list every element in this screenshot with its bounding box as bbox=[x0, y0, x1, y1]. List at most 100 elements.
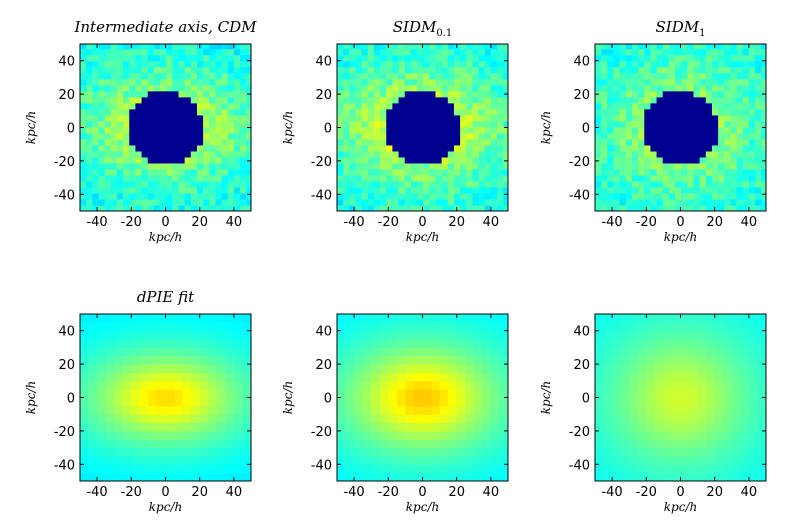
heatmap-cell bbox=[478, 96, 486, 104]
heatmap-cell bbox=[748, 464, 759, 474]
heatmap-cell bbox=[663, 397, 673, 407]
heatmap-cell bbox=[203, 108, 210, 116]
heatmap-cell bbox=[184, 114, 192, 122]
heatmap-cell bbox=[178, 168, 186, 176]
heatmap-cell bbox=[97, 355, 107, 365]
heatmap-cell bbox=[612, 422, 622, 432]
heatmap-cell bbox=[730, 174, 738, 182]
heatmap-cell bbox=[417, 78, 424, 86]
heatmap-cell bbox=[472, 120, 480, 128]
heatmap-cell bbox=[711, 90, 719, 98]
heatmap-cell bbox=[116, 78, 124, 86]
heatmap-cell bbox=[687, 102, 695, 110]
heatmap-cell bbox=[460, 132, 467, 140]
heatmap-cell bbox=[131, 455, 141, 465]
heatmap-cell bbox=[410, 72, 418, 80]
heatmap-cell bbox=[141, 180, 149, 188]
heatmap-cell bbox=[410, 114, 418, 122]
heatmap-cell bbox=[456, 422, 466, 432]
heatmap-cell bbox=[503, 114, 508, 122]
heatmap-image bbox=[337, 44, 508, 211]
heatmap-cell bbox=[687, 174, 695, 182]
heatmap-cell bbox=[380, 126, 387, 134]
heatmap-cell bbox=[490, 60, 498, 68]
heatmap-cell bbox=[392, 44, 400, 50]
heatmap-cell bbox=[460, 126, 467, 134]
heatmap-cell bbox=[199, 447, 209, 457]
heatmap-cell bbox=[607, 90, 615, 98]
heatmap-cell bbox=[148, 380, 158, 390]
heatmap-cell bbox=[97, 322, 107, 332]
heatmap-cell bbox=[337, 66, 344, 74]
heatmap-cell bbox=[92, 150, 100, 158]
heatmap-cell bbox=[404, 60, 412, 68]
heatmap-cell bbox=[367, 48, 375, 56]
heatmap-cell bbox=[367, 44, 375, 50]
heatmap-cell bbox=[386, 90, 394, 98]
heatmap-cell bbox=[216, 322, 226, 332]
heatmap-cell bbox=[619, 168, 627, 176]
heatmap-cell bbox=[191, 464, 201, 474]
heatmap-cell bbox=[203, 162, 210, 170]
heatmap-cell bbox=[705, 96, 713, 104]
heatmap-cell bbox=[740, 314, 750, 323]
heatmap-cell bbox=[473, 430, 483, 440]
heatmap-cell bbox=[242, 414, 251, 424]
heatmap-cell bbox=[199, 414, 209, 424]
heatmap-cell bbox=[619, 78, 627, 86]
heatmap-cell bbox=[755, 198, 762, 206]
heatmap-cell bbox=[233, 430, 244, 440]
heatmap-cell bbox=[417, 96, 424, 104]
heatmap-cell bbox=[646, 430, 656, 440]
heatmap-cell bbox=[246, 54, 251, 62]
heatmap-cell bbox=[699, 174, 707, 182]
heatmap-cell bbox=[423, 102, 430, 110]
heatmap-cell bbox=[86, 168, 93, 176]
heatmap-cell bbox=[723, 422, 733, 432]
heatmap-cell bbox=[190, 84, 198, 92]
heatmap-cell bbox=[693, 72, 701, 80]
heatmap-cell bbox=[337, 96, 344, 104]
heatmap-cell bbox=[460, 114, 467, 122]
heatmap-cell bbox=[404, 96, 412, 104]
heatmap-cell bbox=[209, 66, 217, 74]
heatmap-cell bbox=[693, 180, 701, 188]
heatmap-cell bbox=[379, 464, 389, 474]
heatmap-cell bbox=[216, 422, 226, 432]
heatmap-cell bbox=[116, 198, 124, 206]
heatmap-cell bbox=[755, 108, 762, 116]
heatmap-cell bbox=[439, 472, 449, 481]
heatmap-cell bbox=[135, 60, 143, 68]
heatmap-cell bbox=[139, 414, 149, 424]
heatmap-cell bbox=[631, 174, 639, 182]
heatmap-cell bbox=[637, 380, 647, 390]
heatmap-cell bbox=[478, 186, 486, 194]
heatmap-cell bbox=[148, 422, 158, 432]
heatmap-cell bbox=[650, 48, 658, 56]
y-tick-label: 0 bbox=[324, 392, 332, 407]
heatmap-cell bbox=[718, 144, 725, 152]
heatmap-cell bbox=[654, 439, 664, 449]
heatmap-cell bbox=[355, 48, 363, 56]
heatmap-cell bbox=[705, 84, 713, 92]
heatmap-cell bbox=[497, 198, 504, 206]
heatmap-cell bbox=[499, 464, 508, 474]
heatmap-cell bbox=[396, 422, 406, 432]
heatmap-cell bbox=[755, 90, 762, 98]
heatmap-cell bbox=[123, 114, 130, 122]
heatmap-cell bbox=[620, 314, 630, 323]
heatmap-cell bbox=[148, 430, 158, 440]
heatmap-cell bbox=[156, 397, 167, 407]
heatmap-cell bbox=[453, 96, 461, 104]
heatmap-cell bbox=[242, 330, 251, 340]
heatmap-cell bbox=[184, 156, 192, 164]
heatmap-cell bbox=[203, 186, 210, 194]
heatmap-cell bbox=[736, 168, 744, 176]
heatmap-cell bbox=[227, 60, 235, 68]
heatmap-cell bbox=[612, 389, 622, 399]
heatmap-cell bbox=[392, 186, 400, 194]
heatmap-cell bbox=[453, 198, 461, 206]
heatmap-cell bbox=[209, 96, 217, 104]
heatmap-cell bbox=[497, 192, 504, 200]
heatmap-cell bbox=[490, 455, 501, 465]
